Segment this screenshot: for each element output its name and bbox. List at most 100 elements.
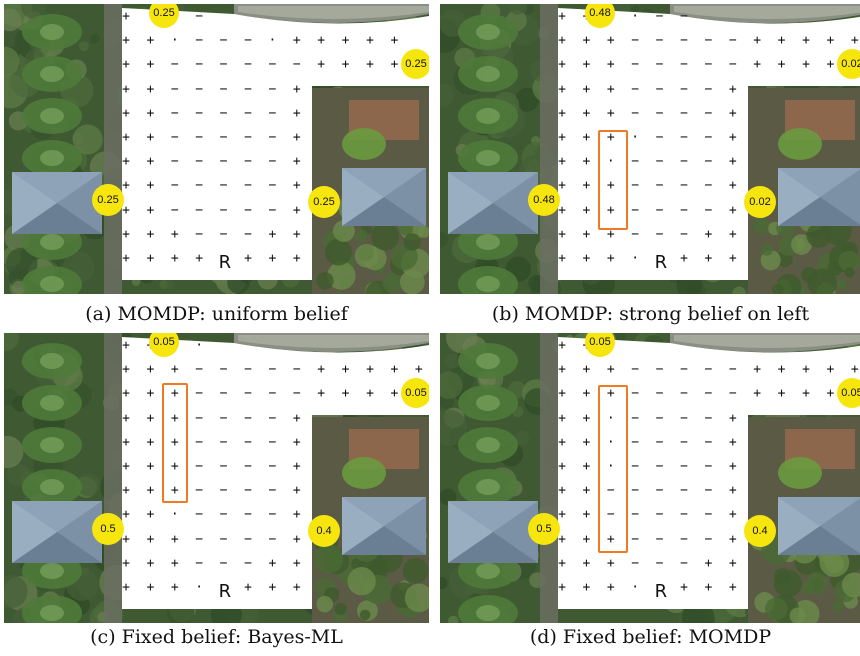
grid-cell: +: [122, 130, 130, 145]
grid-cell: +: [170, 459, 179, 474]
grid-cell: +: [753, 362, 762, 378]
grid-cell: +: [558, 555, 566, 571]
grid-cell: +: [728, 202, 737, 218]
grid-cell: −: [704, 507, 713, 523]
grid-cell: +: [753, 57, 762, 73]
grid-cell: −: [680, 410, 688, 426]
grid-cell: −: [219, 555, 228, 571]
grid-cell: −: [268, 178, 277, 194]
grid-cell: +: [558, 9, 566, 24]
grid-cell: ·: [631, 130, 640, 145]
grid-cell: +: [122, 33, 130, 49]
belief-badge-left: 0.5: [528, 513, 560, 545]
grid-cell: +: [122, 178, 130, 194]
grid-cell: −: [244, 459, 252, 474]
grid-cell: −: [195, 483, 204, 499]
grid-cell: −: [631, 531, 640, 547]
grid-cell: −: [680, 57, 688, 73]
grid-cell: +: [728, 130, 737, 145]
grid-cell: −: [219, 362, 228, 378]
grid-cell: +: [146, 154, 155, 170]
grid-cell: +: [777, 362, 786, 378]
grid-cell: +: [582, 555, 591, 571]
grid-cell: +: [170, 555, 179, 571]
grid-cell: +: [292, 202, 301, 218]
grid-cell: −: [195, 202, 204, 218]
grid-cell: −: [728, 362, 737, 378]
grid-cell: −: [655, 226, 664, 242]
grid-cell: +: [826, 386, 835, 402]
grid-cell: +: [558, 410, 566, 426]
grid-cell: −: [195, 33, 204, 49]
grid-cell: +: [146, 483, 155, 499]
grid-cell: +: [366, 57, 374, 73]
grid-cell: +: [728, 154, 737, 170]
grid-cell: −: [268, 57, 277, 73]
grid-cell: +: [558, 57, 566, 73]
grid-cell: −: [219, 434, 228, 450]
caption-d: (d) Fixed belief: MOMDP: [529, 626, 772, 648]
grid-cell: ·: [631, 251, 640, 266]
belief-badge-right: 0.02: [744, 186, 776, 218]
grid-cell: +: [582, 531, 591, 547]
grid-cell: +: [317, 33, 326, 49]
grid-cell: −: [268, 130, 277, 145]
grid-cell: +: [292, 178, 301, 194]
grid-cell: +: [582, 202, 591, 218]
grid-cell: −: [195, 459, 204, 474]
grid-cell: −: [219, 507, 228, 523]
grid-cell: +: [582, 459, 591, 474]
grid-cell: −: [655, 483, 664, 499]
grid-cell: +: [341, 386, 350, 402]
grid-cell: +: [366, 33, 374, 49]
grid-cell: +: [582, 507, 591, 523]
grid-cell: −: [606, 483, 615, 499]
grid-cell: +: [146, 507, 155, 523]
grid-cell: −: [195, 507, 204, 523]
grid-cell: +: [826, 33, 835, 49]
grid-cell: −: [606, 507, 615, 523]
grid-cell: +: [558, 434, 566, 450]
grid-cell: +: [268, 580, 277, 595]
grid-cell: +: [122, 338, 130, 353]
grid-cell: +: [728, 251, 737, 266]
grid-cell: −: [631, 226, 640, 242]
grid-cell: −: [704, 81, 713, 97]
grid-cell: +: [292, 531, 301, 547]
grid-cell: −: [680, 531, 688, 547]
grid-cell: −: [219, 154, 228, 170]
grid-cell: +: [122, 386, 130, 402]
grid-cell: −: [170, 154, 179, 170]
grid-cell: +: [122, 154, 130, 170]
grid-cell: +: [606, 362, 615, 378]
grid-cell: +: [606, 226, 615, 242]
grid-cell: +: [146, 434, 155, 450]
grid-cell: −: [219, 57, 228, 73]
grid-cell: +: [558, 33, 566, 49]
grid-cell: +: [170, 434, 179, 450]
grid-cell: −: [728, 386, 737, 402]
grid-cell: +: [728, 580, 737, 595]
grid-cell: −: [195, 386, 204, 402]
grid-cell: +: [558, 154, 566, 170]
grid-cell: −: [655, 410, 664, 426]
grid-cell: −: [680, 105, 688, 121]
grid-cell: −: [244, 531, 252, 547]
belief-badge-right-top: 0.05: [401, 378, 429, 408]
grid-cell: −: [219, 386, 228, 402]
grid-cell: +: [170, 226, 179, 242]
grid-cell: −: [655, 202, 664, 218]
grid-cell: +: [317, 386, 326, 402]
grid-cell: +: [146, 580, 155, 595]
grid-cell: −: [268, 81, 277, 97]
caption-b: (b) MOMDP: strong belief on left: [491, 303, 810, 325]
grid-cell: −: [631, 483, 640, 499]
grid-cell: +: [704, 251, 713, 266]
grid-cell: +: [728, 507, 737, 523]
grid-cell: +: [146, 251, 155, 266]
grid-cell: +: [122, 81, 130, 97]
grid-cell: +: [146, 33, 155, 49]
planned-path-box: [598, 130, 628, 230]
grid-cell: +: [292, 81, 301, 97]
grid-cell: +: [146, 531, 155, 547]
